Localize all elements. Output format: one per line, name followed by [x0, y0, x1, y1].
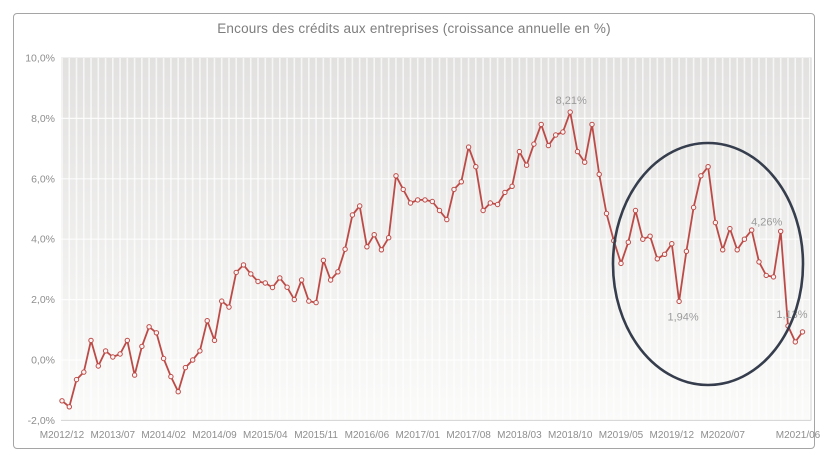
x-tick-label: M2019/12 [650, 430, 695, 441]
data-point-markers [59, 109, 806, 410]
x-tick-label: M2012/12 [40, 430, 85, 441]
x-tick-label: M2015/04 [243, 430, 288, 441]
y-tick-label: -2,0% [28, 415, 55, 427]
data-label: 4,26% [751, 216, 782, 228]
data-label: 8,21% [556, 95, 587, 107]
data-label: 1,13% [776, 309, 807, 321]
x-tick-label: M2018/10 [548, 430, 593, 441]
x-axis-labels: M2012/12 M2013/07 M2014/02 M2014/09 M2015/04… [40, 430, 821, 441]
chart-title: Encours des crédits aux entreprises (cro… [217, 21, 611, 36]
x-tick-label: M2014/02 [141, 430, 186, 441]
data-labels: 8,21% 1,94% 4,26% 1,13% [556, 95, 808, 323]
y-tick-label: 2,0% [31, 294, 55, 306]
y-tick-label: 8,0% [31, 113, 55, 125]
x-tick-label: M2016/06 [345, 430, 390, 441]
x-tick-label: M2017/01 [395, 430, 440, 441]
y-tick-label: 0,0% [31, 355, 55, 367]
x-tick-label: M2021/06 [776, 430, 821, 441]
x-tick-label: M2013/07 [91, 430, 136, 441]
x-tick-label: M2015/11 [294, 430, 338, 441]
y-tick-label: 10,0% [25, 53, 55, 65]
annotation-ellipse [611, 141, 805, 387]
horizontal-gridlines [61, 117, 811, 361]
x-tick-label: M2018/03 [497, 430, 542, 441]
x-tick-label: M2014/09 [192, 430, 237, 441]
y-tick-label: 6,0% [31, 173, 55, 185]
data-label: 1,94% [667, 311, 698, 323]
x-tick-label: M2017/08 [446, 430, 491, 441]
y-axis-labels: 10,0% 8,0% 6,0% 4,0% 2,0% 0,0% -2,0% [25, 53, 55, 427]
y-tick-label: 4,0% [31, 234, 55, 246]
x-tick-label: M2020/07 [700, 430, 745, 441]
x-tick-label: M2019/05 [599, 430, 644, 441]
